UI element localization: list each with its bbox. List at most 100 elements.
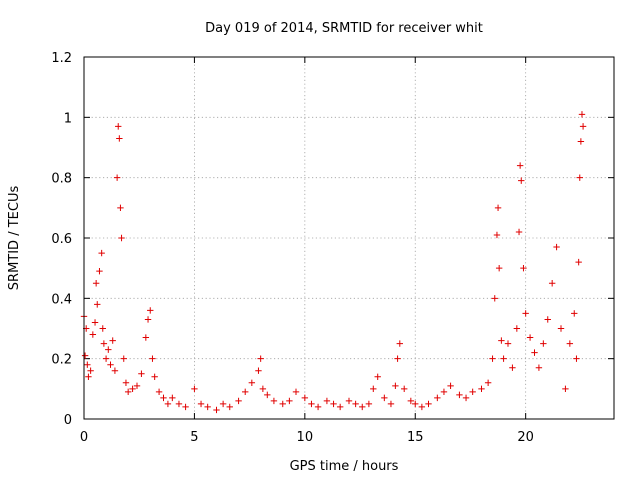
- data-point: [491, 295, 498, 302]
- data-point: [456, 391, 463, 399]
- data-point: [100, 340, 108, 347]
- data-point: [204, 403, 211, 411]
- data-point: [314, 403, 322, 411]
- chart-title: Day 019 of 2014, SRMTID for receiver whi…: [205, 21, 483, 36]
- data-point: [440, 388, 448, 396]
- data-point: [544, 316, 551, 323]
- data-point: [301, 394, 309, 402]
- data-point: [566, 340, 574, 347]
- data-point: [144, 316, 152, 323]
- y-tick-label: 0.8: [51, 172, 72, 187]
- data-point: [387, 400, 395, 408]
- data-point: [111, 367, 119, 374]
- data-point: [469, 388, 476, 396]
- data-point: [562, 385, 569, 393]
- data-point: [498, 337, 505, 344]
- data-point: [259, 385, 267, 393]
- data-point: [359, 403, 366, 411]
- data-point: [133, 382, 141, 390]
- x-tick-label: 20: [517, 430, 534, 445]
- data-point: [248, 379, 256, 386]
- data-point: [323, 397, 331, 405]
- data-point: [494, 204, 502, 212]
- data-point: [352, 400, 359, 408]
- data-point: [540, 340, 547, 347]
- data-point: [105, 346, 112, 353]
- data-point: [381, 394, 388, 402]
- data-point: [116, 135, 123, 142]
- data-point: [515, 228, 523, 236]
- data-point: [396, 340, 403, 347]
- x-tick-label: 5: [190, 430, 198, 445]
- data-point: [478, 385, 485, 393]
- data-point: [576, 174, 583, 181]
- data-point: [120, 355, 127, 362]
- data-points: [80, 111, 587, 414]
- y-tick-label: 0.4: [51, 292, 72, 307]
- data-point: [522, 310, 529, 317]
- data-point: [495, 264, 503, 272]
- data-point: [164, 400, 172, 408]
- data-point: [107, 361, 114, 368]
- x-axis-label: GPS time / hours: [290, 459, 399, 474]
- data-point: [124, 388, 132, 396]
- data-point: [579, 123, 587, 130]
- data-point: [292, 388, 300, 396]
- data-point: [81, 352, 89, 359]
- data-point: [255, 367, 262, 374]
- data-point: [138, 370, 145, 377]
- y-tick-label: 1: [64, 111, 72, 126]
- data-point: [191, 385, 198, 393]
- data-point: [412, 400, 419, 408]
- data-point: [489, 355, 496, 362]
- data-point: [484, 379, 492, 386]
- data-point: [516, 162, 524, 169]
- data-point: [151, 373, 158, 380]
- data-point: [129, 385, 136, 393]
- data-point: [553, 243, 560, 251]
- data-point: [535, 364, 543, 371]
- x-tick-label: 15: [407, 430, 424, 445]
- data-point: [336, 403, 344, 411]
- data-point: [394, 355, 401, 362]
- data-point: [279, 400, 286, 408]
- data-point: [147, 307, 154, 314]
- y-tick-label: 1.2: [51, 51, 72, 66]
- data-point: [96, 267, 103, 275]
- data-point: [226, 403, 233, 411]
- data-point: [257, 355, 264, 362]
- data-point: [85, 373, 92, 380]
- data-point: [94, 301, 101, 308]
- y-axis-label: SRMTID / TECUs: [7, 186, 22, 291]
- data-point: [98, 249, 105, 257]
- data-point: [573, 355, 580, 362]
- x-tick-label: 0: [80, 430, 88, 445]
- data-point: [91, 319, 99, 326]
- data-point: [92, 280, 100, 287]
- data-point: [182, 403, 189, 411]
- data-point: [330, 400, 337, 408]
- x-tick-label: 10: [297, 430, 314, 445]
- tick-labels: 0 5 10 15 20 0 0.2 0.4 0.6 0.8 1 1.2: [51, 51, 534, 445]
- grid-lines: [84, 57, 614, 419]
- data-point: [447, 382, 454, 390]
- data-point: [520, 264, 527, 272]
- data-point: [87, 367, 94, 374]
- plot-frame: [83, 56, 615, 420]
- data-point: [571, 310, 578, 317]
- data-point: [434, 394, 441, 402]
- data-point: [175, 400, 183, 408]
- data-point: [99, 325, 106, 332]
- data-point: [500, 355, 507, 362]
- data-point: [370, 385, 377, 393]
- data-point: [149, 355, 156, 362]
- data-point: [518, 177, 525, 184]
- data-point: [102, 355, 110, 362]
- data-point: [235, 397, 242, 405]
- data-point: [418, 403, 426, 411]
- data-point: [264, 391, 271, 399]
- data-point: [548, 280, 556, 287]
- data-point: [308, 400, 315, 408]
- data-point: [392, 382, 399, 390]
